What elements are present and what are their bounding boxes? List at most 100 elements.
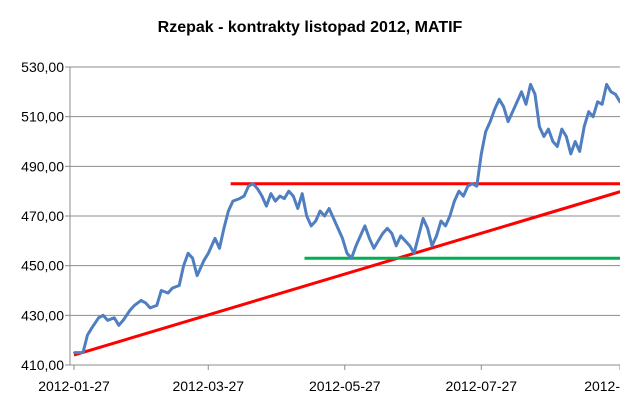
data-point [534, 93, 536, 96]
y-tick-labels: 410,00 430,00 450,00 470,00 490,00 510,00 530,… [21, 59, 64, 373]
x-tick-label: 2012-05-27 [309, 378, 381, 394]
data-point [287, 190, 290, 193]
gridlines [70, 66, 620, 316]
data-point [144, 302, 147, 304]
data-point [86, 334, 89, 337]
data-point [171, 287, 174, 289]
data-point [475, 185, 478, 188]
data-point [218, 247, 221, 250]
data-point [431, 244, 433, 247]
data-point [426, 227, 429, 230]
data-point [413, 252, 416, 255]
data-point [390, 232, 393, 235]
data-point [82, 351, 84, 354]
data-point [247, 185, 250, 188]
data-point [106, 319, 109, 322]
data-point [449, 215, 451, 217]
data-point [489, 120, 492, 123]
data-point [223, 227, 225, 230]
data-point [265, 205, 268, 207]
data-point [399, 234, 402, 237]
data-point [525, 103, 527, 106]
data-point [507, 120, 510, 123]
x-tick-label: 2012-03-27 [172, 378, 244, 394]
data-point [610, 90, 612, 93]
data-point [368, 237, 371, 240]
data-point [457, 190, 460, 193]
data-point [328, 207, 330, 210]
data-point [252, 182, 254, 185]
data-point [274, 200, 277, 203]
data-point [243, 195, 245, 198]
data-point [227, 210, 230, 212]
data-point [569, 153, 572, 155]
data-point [605, 83, 608, 86]
x-tick-label: 2012-09-27 [584, 378, 620, 394]
data-point [551, 140, 554, 143]
data-point [341, 237, 344, 240]
data-point [381, 232, 384, 235]
y-tick-label: 470,00 [21, 208, 64, 224]
data-point [498, 98, 501, 101]
data-point [516, 100, 518, 103]
y-tick-label: 510,00 [21, 109, 64, 125]
data-point [422, 217, 424, 220]
data-point [332, 217, 335, 220]
y-tick-label: 410,00 [21, 357, 64, 373]
data-point [292, 195, 295, 198]
axes [65, 66, 620, 370]
data-point [355, 244, 357, 247]
chart-title: Rzepak - kontrakty listopad 2012, MATIF [157, 19, 463, 36]
data-point [471, 182, 474, 185]
data-point [587, 110, 590, 113]
data-point [364, 225, 366, 227]
data-point [238, 197, 241, 200]
x-tick-label: 2012-07-27 [445, 378, 517, 394]
data-point [149, 306, 151, 309]
data-point [187, 252, 190, 255]
data-point [73, 351, 75, 354]
data-point [547, 128, 550, 130]
data-point [91, 326, 93, 329]
data-point [207, 252, 210, 255]
data-point [404, 239, 407, 242]
data-point [191, 257, 194, 260]
data-point [484, 130, 487, 133]
data-point [350, 257, 353, 260]
data-point [408, 244, 411, 247]
data-point [202, 259, 205, 262]
data-point [560, 128, 563, 130]
data-point [323, 215, 326, 217]
data-point [377, 239, 380, 242]
data-point [520, 90, 523, 93]
data-point [178, 284, 181, 287]
data-point [359, 234, 362, 237]
data-point [117, 324, 120, 327]
data-point [278, 195, 281, 198]
trend-line [73, 190, 620, 357]
data-point [97, 316, 100, 319]
x-tick-labels: 2012-01-27 2012-03-27 2012-05-27 2012-07-27… [38, 378, 620, 394]
data-point [529, 83, 532, 86]
data-point [466, 185, 469, 188]
data-point [462, 195, 465, 198]
data-point [502, 105, 505, 108]
data-point [592, 115, 595, 118]
data-point [596, 100, 599, 103]
data-point [480, 153, 483, 155]
data-point [395, 244, 398, 247]
data-point [435, 234, 438, 237]
series-line [74, 82, 620, 355]
data-point [578, 150, 581, 153]
data-point [493, 108, 496, 111]
y-tick-label: 530,00 [21, 59, 64, 75]
data-point [543, 135, 545, 138]
data-point [122, 319, 125, 322]
data-point [583, 125, 586, 128]
data-point [346, 252, 348, 255]
data-point [556, 145, 559, 148]
data-point [270, 192, 272, 195]
data-point [319, 210, 322, 212]
price-series [73, 82, 620, 355]
